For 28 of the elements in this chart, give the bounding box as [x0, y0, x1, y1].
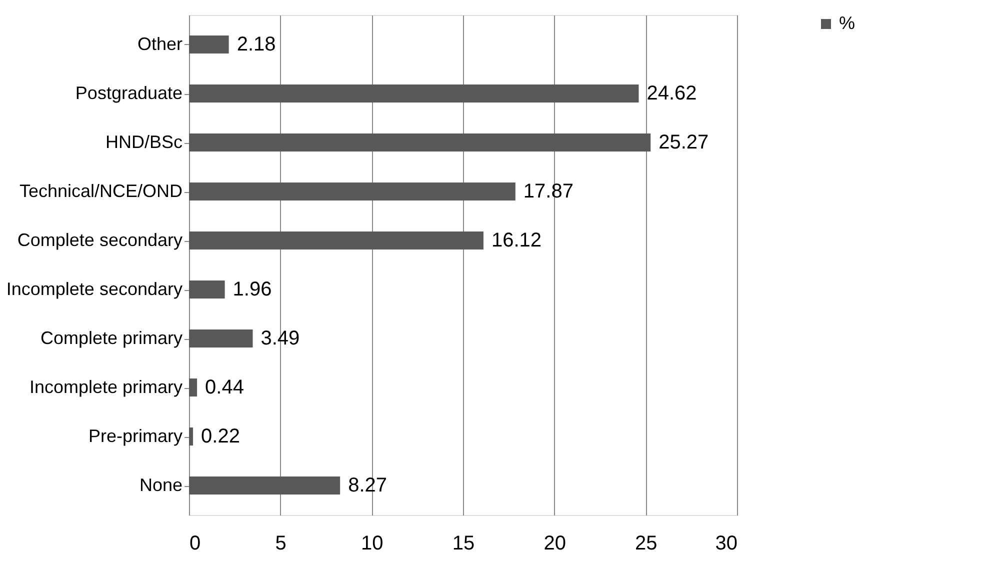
- y-tick-label: Incomplete secondary: [6, 279, 182, 299]
- data-label: 25.27: [658, 132, 709, 154]
- data-label: 2.18: [236, 34, 276, 56]
- x-tick-label: 5: [275, 532, 286, 554]
- data-label: 24.62: [646, 82, 697, 104]
- x-tick-label: 30: [715, 532, 738, 554]
- data-label: 1.96: [232, 278, 272, 300]
- legend-label: %: [839, 13, 856, 33]
- data-label: 0.44: [205, 376, 244, 398]
- data-label: 17.87: [523, 180, 574, 202]
- x-tick-label: 0: [190, 532, 201, 554]
- y-tick-label: Technical/NCE/OND: [19, 181, 182, 201]
- y-tick-label: Pre-primary: [88, 426, 182, 446]
- y-tick-label: Complete secondary: [17, 230, 182, 250]
- data-label: 0.22: [201, 426, 240, 448]
- y-tick-label: Postgraduate: [75, 83, 182, 103]
- y-tick-label: Complete primary: [40, 328, 182, 348]
- y-tick-label: Incomplete primary: [29, 377, 182, 397]
- data-label: 8.27: [348, 474, 388, 496]
- y-tick-label: HND/BSc: [105, 132, 182, 152]
- data-label: 3.49: [260, 328, 300, 350]
- y-tick-label: Other: [137, 34, 182, 54]
- x-tick-label: 20: [544, 532, 566, 554]
- data-label: 16.12: [491, 230, 542, 252]
- y-tick-label: None: [139, 475, 182, 495]
- x-tick-label: 25: [635, 532, 658, 554]
- x-tick-label: 15: [452, 532, 475, 554]
- x-tick-label: 10: [361, 532, 384, 554]
